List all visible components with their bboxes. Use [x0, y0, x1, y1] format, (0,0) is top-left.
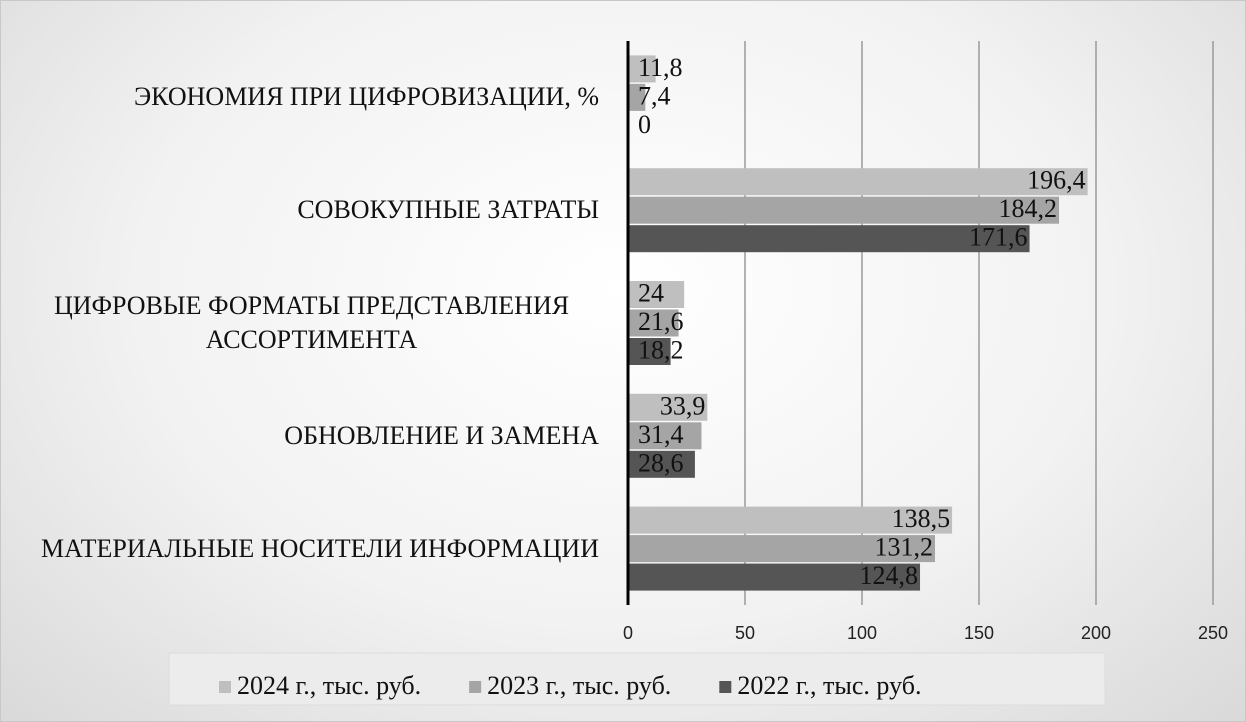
bar: [628, 309, 679, 337]
data-label: 7,4: [638, 81, 671, 110]
category-text: ОБНОВЛЕНИЕ И ЗАМЕНА: [284, 420, 599, 450]
data-label: 33,9: [660, 391, 706, 420]
x-tick-label: 0: [623, 623, 633, 643]
legend-swatch: [469, 681, 482, 693]
bar: [628, 393, 708, 421]
x-tick-label: 150: [964, 623, 994, 643]
data-label: 138,5: [892, 504, 951, 533]
category-label: СОВОКУПНЫЕ ЗАТРАТЫ: [297, 160, 599, 260]
legend-label: 2022 г., тыс. руб.: [737, 671, 921, 700]
bar: [628, 83, 646, 111]
x-tick-label: 250: [1198, 623, 1228, 643]
x-tick-label: 100: [847, 623, 877, 643]
category-label: ЦИФРОВЫЕ ФОРМАТЫ ПРЕДСТАВЛЕНИЯ АССОРТИМЕ…: [24, 273, 599, 373]
x-tick-label: 50: [735, 623, 755, 643]
x-tick-label: 200: [1081, 623, 1111, 643]
bar: [628, 450, 695, 478]
data-label: 31,4: [638, 420, 684, 449]
category-text: СОВОКУПНЫЕ ЗАТРАТЫ: [297, 195, 599, 225]
category-text: ЦИФРОВЫЕ ФОРМАТЫ ПРЕДСТАВЛЕНИЯ АССОРТИМЕ…: [53, 291, 570, 354]
data-label: 21,6: [638, 307, 684, 336]
category-label: ОБНОВЛЕНИЕ И ЗАМЕНА: [284, 386, 599, 486]
legend-swatch: [219, 681, 231, 693]
data-label: 11,8: [638, 53, 683, 82]
legend-box: [168, 652, 1106, 706]
category-label: ЭКОНОМИЯ ПРИ ЦИФРОВИЗАЦИИ, %: [134, 47, 599, 147]
bar: [628, 281, 685, 308]
bar: [628, 338, 671, 365]
data-label: 196,4: [1027, 166, 1086, 195]
bar: [628, 535, 936, 563]
data-label: 0: [638, 110, 651, 139]
legend-label: 2024 г., тыс. руб.: [237, 671, 421, 700]
category-text: МАТЕРИАЛЬНЫЕ НОСИТЕЛИ ИНФОРМАЦИИ: [41, 533, 599, 563]
data-label: 18,2: [638, 335, 684, 364]
bar: [628, 196, 1060, 224]
data-label: 171,6: [969, 223, 1028, 252]
category-text: ЭКОНОМИЯ ПРИ ЦИФРОВИЗАЦИИ, %: [134, 82, 599, 112]
bar: [628, 506, 953, 534]
bar: [628, 225, 1030, 253]
bar: [628, 55, 656, 83]
bar: [628, 422, 702, 450]
data-label: 24: [638, 278, 664, 307]
bar: [628, 563, 921, 591]
category-label: МАТЕРИАЛЬНЫЕ НОСИТЕЛИ ИНФОРМАЦИИ: [41, 499, 599, 599]
data-label: 28,6: [638, 448, 684, 477]
data-label: 124,8: [860, 561, 919, 590]
data-label: 131,2: [875, 533, 934, 562]
bar: [628, 168, 1088, 196]
legend-label: 2023 г., тыс. руб.: [487, 671, 671, 700]
data-label: 184,2: [999, 194, 1058, 223]
legend-swatch: [719, 681, 732, 693]
